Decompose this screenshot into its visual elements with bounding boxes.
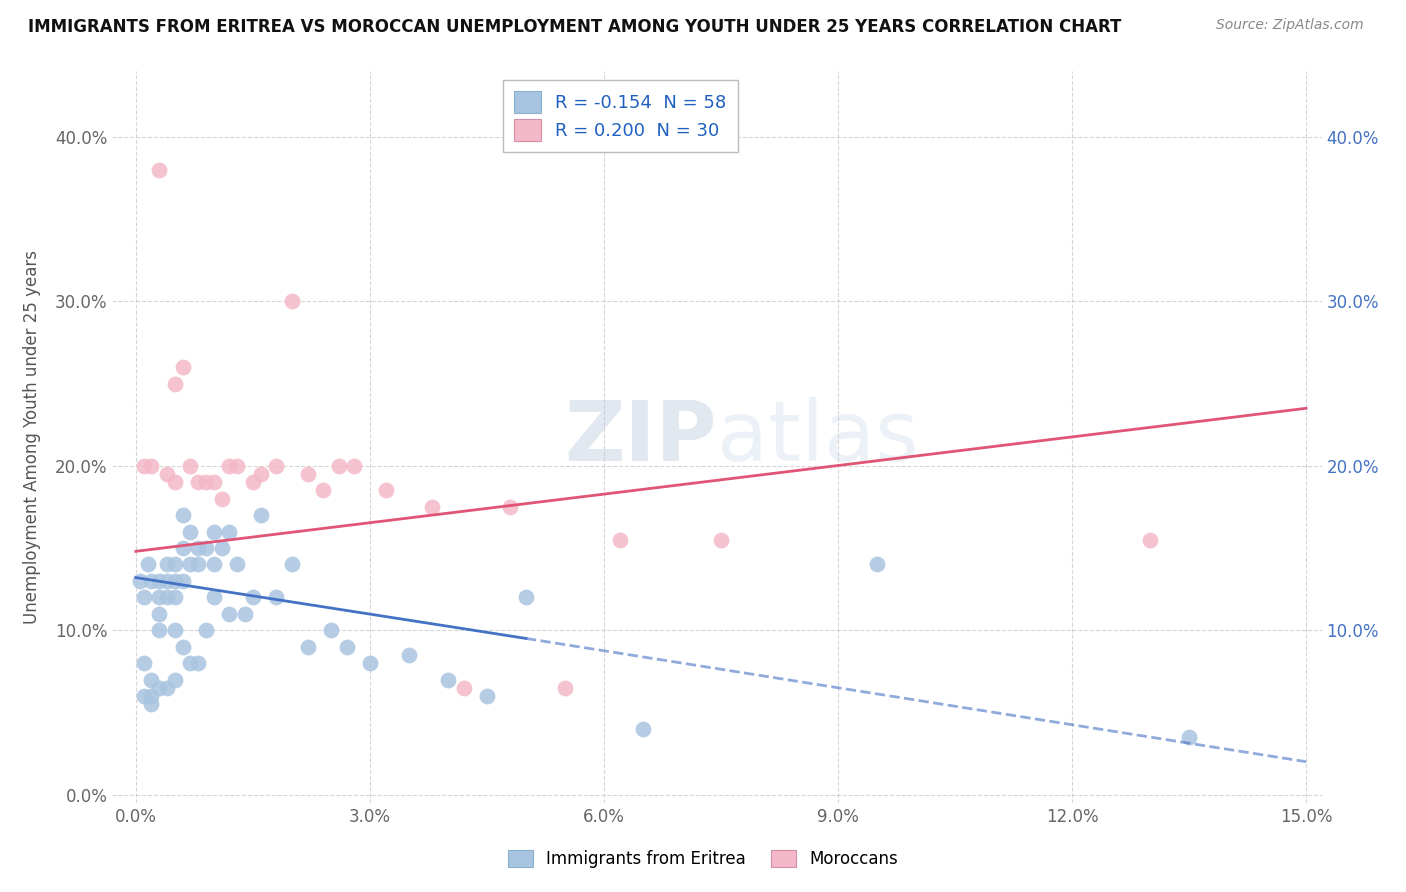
Point xyxy=(328,458,350,473)
Point xyxy=(195,475,218,490)
Point xyxy=(420,500,443,514)
Point xyxy=(163,574,186,588)
Point xyxy=(148,607,170,621)
Point xyxy=(163,624,186,638)
Point xyxy=(335,640,357,654)
Point xyxy=(172,508,194,523)
Point xyxy=(266,591,288,605)
Point xyxy=(195,624,218,638)
Text: Source: ZipAtlas.com: Source: ZipAtlas.com xyxy=(1216,18,1364,32)
Point xyxy=(319,624,342,638)
Point xyxy=(1178,730,1201,744)
Point xyxy=(374,483,396,498)
Point xyxy=(242,591,264,605)
Point xyxy=(128,574,150,588)
Point xyxy=(218,524,240,539)
Point xyxy=(148,574,170,588)
Point xyxy=(1139,533,1161,547)
Point xyxy=(297,467,319,481)
Point xyxy=(148,163,170,178)
Point xyxy=(195,541,218,555)
Point xyxy=(163,475,186,490)
Point xyxy=(226,558,249,572)
Point xyxy=(141,458,163,473)
Point xyxy=(226,458,249,473)
Point xyxy=(211,541,233,555)
Legend: Immigrants from Eritrea, Moroccans: Immigrants from Eritrea, Moroccans xyxy=(502,843,904,875)
Point xyxy=(172,574,194,588)
Point xyxy=(172,640,194,654)
Point xyxy=(187,558,209,572)
Point xyxy=(132,458,155,473)
Point xyxy=(156,574,179,588)
Point xyxy=(554,681,576,695)
Point xyxy=(187,475,209,490)
Text: IMMIGRANTS FROM ERITREA VS MOROCCAN UNEMPLOYMENT AMONG YOUTH UNDER 25 YEARS CORR: IMMIGRANTS FROM ERITREA VS MOROCCAN UNEM… xyxy=(28,18,1122,36)
Point xyxy=(437,673,460,687)
Point xyxy=(156,681,179,695)
Point xyxy=(156,467,179,481)
Text: ZIP: ZIP xyxy=(565,397,717,477)
Point xyxy=(499,500,522,514)
Point xyxy=(609,533,631,547)
Point xyxy=(312,483,335,498)
Point xyxy=(202,475,225,490)
Point xyxy=(163,376,186,391)
Point xyxy=(211,491,233,506)
Point xyxy=(132,656,155,670)
Point xyxy=(179,656,201,670)
Point xyxy=(179,458,201,473)
Point xyxy=(179,558,201,572)
Point xyxy=(187,656,209,670)
Point xyxy=(163,591,186,605)
Point xyxy=(202,591,225,605)
Point xyxy=(141,697,163,711)
Point xyxy=(218,607,240,621)
Y-axis label: Unemployment Among Youth under 25 years: Unemployment Among Youth under 25 years xyxy=(24,250,41,624)
Point xyxy=(515,591,537,605)
Text: atlas: atlas xyxy=(717,397,918,477)
Point xyxy=(172,541,194,555)
Point xyxy=(242,475,264,490)
Point xyxy=(172,360,194,375)
Point xyxy=(218,458,240,473)
Point xyxy=(163,673,186,687)
Point xyxy=(136,558,159,572)
Point xyxy=(866,558,889,572)
Point xyxy=(398,648,420,662)
Point xyxy=(202,558,225,572)
Point xyxy=(179,524,201,539)
Point xyxy=(202,524,225,539)
Point xyxy=(148,624,170,638)
Legend: R = -0.154  N = 58, R = 0.200  N = 30: R = -0.154 N = 58, R = 0.200 N = 30 xyxy=(503,80,738,152)
Point xyxy=(156,558,179,572)
Point xyxy=(163,558,186,572)
Point xyxy=(631,722,654,736)
Point xyxy=(281,294,304,309)
Point xyxy=(266,458,288,473)
Point xyxy=(141,689,163,703)
Point xyxy=(710,533,733,547)
Point xyxy=(359,656,381,670)
Point xyxy=(281,558,304,572)
Point xyxy=(141,673,163,687)
Point xyxy=(475,689,498,703)
Point xyxy=(132,689,155,703)
Point xyxy=(132,591,155,605)
Point xyxy=(233,607,256,621)
Point xyxy=(297,640,319,654)
Point xyxy=(156,591,179,605)
Point xyxy=(343,458,366,473)
Point xyxy=(148,591,170,605)
Point xyxy=(453,681,475,695)
Point xyxy=(249,467,271,481)
Point xyxy=(141,574,163,588)
Point xyxy=(187,541,209,555)
Point xyxy=(148,681,170,695)
Point xyxy=(249,508,271,523)
